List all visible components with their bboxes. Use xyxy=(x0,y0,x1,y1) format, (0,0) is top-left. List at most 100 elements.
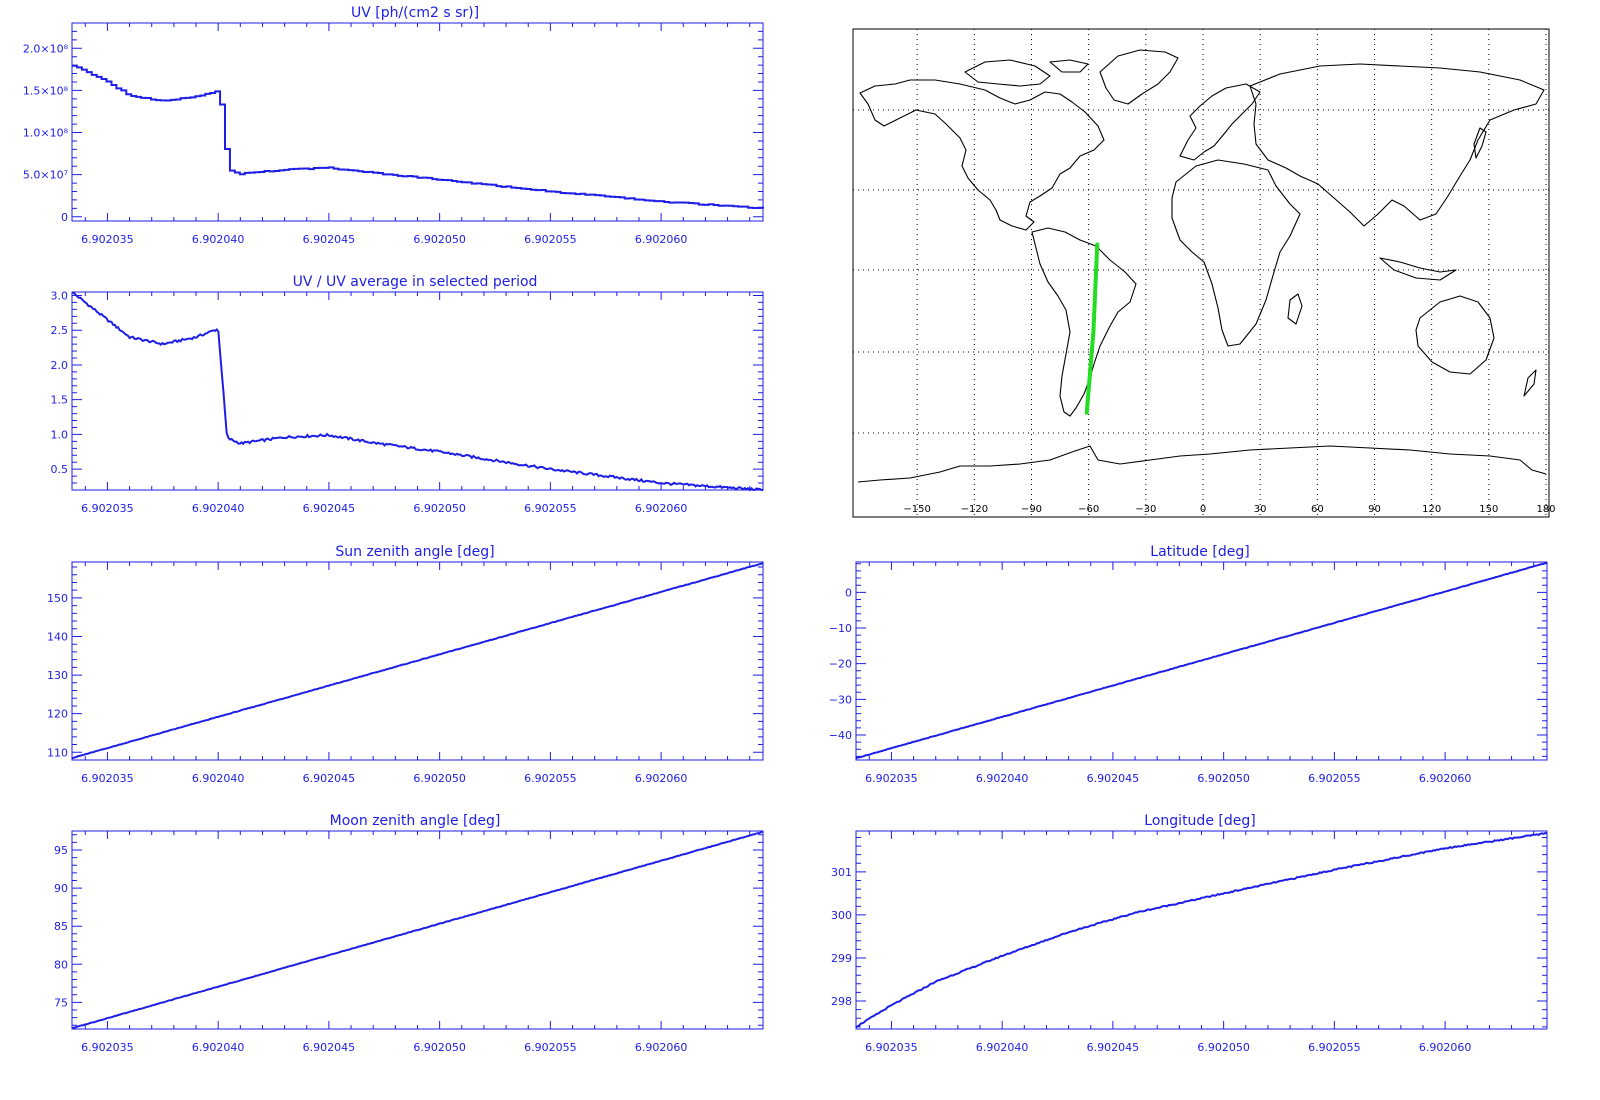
longitude-x-tick-label: 6.902045 xyxy=(1087,1041,1140,1054)
longitude-series-line xyxy=(855,831,1548,1029)
uv-x-tick-label: 6.902050 xyxy=(413,233,466,246)
japan-coast xyxy=(1473,127,1487,159)
greenland-coast xyxy=(1099,49,1179,105)
uv-ratio-panel: UV / UV average in selected period 6.902… xyxy=(51,274,764,515)
moon-zenith-x-tick-label: 6.902060 xyxy=(635,1041,688,1054)
indonesia-coast xyxy=(1379,257,1457,281)
sun-zenith-x-tick-label: 6.902045 xyxy=(303,772,356,785)
longitude-y-tick-label: 301 xyxy=(831,866,852,879)
madagascar-coast xyxy=(1287,293,1303,325)
map-lon-label: 60 xyxy=(1311,504,1324,515)
uv-ratio-x-tick-label: 6.902055 xyxy=(524,502,577,515)
map-lon-label: 180 xyxy=(1536,504,1555,515)
uv-ratio-y-tick-labels: 0.5 1.0 1.5 2.0 2.5 3.0 xyxy=(51,289,69,476)
north-america-coast xyxy=(859,79,1105,231)
latitude-y-tick-labels: −40 −30 −20 −10 0 xyxy=(829,586,852,742)
latitude-x-tick-label: 6.902035 xyxy=(865,772,918,785)
uv-x-tick-labels: 6.902035 6.902040 6.902045 6.902050 6.90… xyxy=(81,233,687,246)
latitude-y-tick-label: −20 xyxy=(829,658,852,671)
latitude-x-tick-label: 6.902045 xyxy=(1087,772,1140,785)
sun-zenith-series-line xyxy=(71,562,764,760)
asia-coast xyxy=(1249,63,1545,227)
latitude-y-tick-label: −10 xyxy=(829,622,852,635)
uv-radiance-panel: UV [ph/(cm2 s sr)] 6.902035 6.902040 6.9… xyxy=(23,5,764,246)
uv-ratio-plot-frame xyxy=(71,291,764,491)
satellite-ground-track xyxy=(1084,242,1100,415)
moon-zenith-x-tick-label: 6.902055 xyxy=(524,1041,577,1054)
uv-x-tick-label: 6.902055 xyxy=(524,233,577,246)
sun-zenith-y-tick-label: 150 xyxy=(47,592,68,605)
africa-coast xyxy=(1171,159,1301,347)
uv-ratio-y-tick-label: 1.5 xyxy=(51,394,69,407)
map-lon-label: 150 xyxy=(1479,504,1498,515)
uv-ratio-panel-title: UV / UV average in selected period xyxy=(293,274,538,290)
map-lon-label: −30 xyxy=(1135,504,1156,515)
longitude-x-tick-label: 6.902055 xyxy=(1308,1041,1361,1054)
uv-x-tick-label: 6.902060 xyxy=(635,233,688,246)
sun-zenith-panel: Sun zenith angle [deg] 6.902035 6.902040… xyxy=(47,544,764,785)
uv-x-tick-label: 6.902040 xyxy=(192,233,245,246)
moon-zenith-y-tick-label: 95 xyxy=(54,844,68,857)
axis-tick-marks xyxy=(72,562,763,761)
uv-y-tick-label: 2.0×10⁸ xyxy=(23,42,69,55)
longitude-panel-title: Longitude [deg] xyxy=(1144,813,1255,829)
uv-x-tick-label: 6.902035 xyxy=(81,233,134,246)
longitude-panel: Longitude [deg] 6.902035 6.902040 6.9020… xyxy=(831,813,1548,1054)
uv-ratio-series-line xyxy=(71,291,764,492)
axis-ticks xyxy=(72,831,763,1029)
moon-zenith-y-tick-label: 85 xyxy=(54,920,68,933)
moon-zenith-y-tick-labels: 75 80 85 90 95 xyxy=(54,844,68,1009)
sun-zenith-y-tick-label: 140 xyxy=(47,630,68,643)
longitude-y-tick-label: 298 xyxy=(831,995,852,1008)
moon-zenith-y-tick-label: 90 xyxy=(54,882,68,895)
longitude-x-tick-labels: 6.902035 6.902040 6.902045 6.902050 6.90… xyxy=(865,1041,1471,1054)
latitude-series-line xyxy=(855,561,1548,760)
moon-zenith-x-tick-labels: 6.902035 6.902040 6.902045 6.902050 6.90… xyxy=(81,1041,687,1054)
uv-ratio-y-tick-label: 2.0 xyxy=(51,359,69,372)
sun-zenith-x-tick-label: 6.902060 xyxy=(635,772,688,785)
latitude-x-tick-label: 6.902060 xyxy=(1419,772,1472,785)
moon-zenith-x-tick-label: 6.902045 xyxy=(303,1041,356,1054)
map-lon-label: 30 xyxy=(1254,504,1267,515)
sun-zenith-y-tick-labels: 110 120 130 140 150 xyxy=(47,592,68,759)
latitude-x-tick-label: 6.902050 xyxy=(1197,772,1250,785)
axis-tick-marks xyxy=(72,831,763,1029)
uv-plot-frame xyxy=(71,22,764,222)
latitude-x-tick-label: 6.902040 xyxy=(976,772,1029,785)
new-zealand-coast xyxy=(1523,369,1537,397)
axis-ticks xyxy=(856,831,1547,1029)
uv-ratio-x-tick-label: 6.902035 xyxy=(81,502,134,515)
longitude-x-tick-label: 6.902040 xyxy=(976,1041,1029,1054)
uv-ratio-x-tick-label: 6.902050 xyxy=(413,502,466,515)
axis-ticks xyxy=(72,292,763,491)
sun-zenith-y-tick-label: 130 xyxy=(47,669,68,682)
latitude-y-tick-label: 0 xyxy=(845,586,852,599)
axis-ticks xyxy=(856,562,1547,760)
sun-zenith-y-tick-label: 120 xyxy=(47,708,68,721)
uv-y-tick-label: 1.0×10⁸ xyxy=(23,127,69,140)
moon-zenith-series-line xyxy=(71,830,764,1030)
uv-series-line xyxy=(72,64,764,209)
latitude-y-tick-label: −40 xyxy=(829,729,852,742)
moon-zenith-x-tick-label: 6.902035 xyxy=(81,1041,134,1054)
uv-ratio-x-tick-labels: 6.902035 6.902040 6.902045 6.902050 6.90… xyxy=(81,502,687,515)
longitude-plot-frame xyxy=(855,830,1548,1030)
latitude-x-tick-label: 6.902055 xyxy=(1308,772,1361,785)
uv-ratio-y-tick-label: 3.0 xyxy=(51,289,69,302)
sun-zenith-panel-title: Sun zenith angle [deg] xyxy=(335,544,494,560)
uv-ratio-y-tick-label: 0.5 xyxy=(51,463,69,476)
moon-zenith-x-tick-label: 6.902050 xyxy=(413,1041,466,1054)
uv-ratio-x-tick-label: 6.902045 xyxy=(303,502,356,515)
sun-zenith-y-tick-label: 110 xyxy=(47,746,68,759)
uv-ratio-x-tick-label: 6.902060 xyxy=(635,502,688,515)
map-lon-label: −60 xyxy=(1078,504,1099,515)
axis-tick-marks xyxy=(856,562,1547,760)
map-longitude-labels: −150 −120 −90 −60 −30 0 30 60 90 120 150… xyxy=(903,504,1555,515)
map-lon-label: 120 xyxy=(1422,504,1441,515)
axis-ticks xyxy=(72,562,763,761)
sun-zenith-x-tick-labels: 6.902035 6.902040 6.902045 6.902050 6.90… xyxy=(81,772,687,785)
uv-panel-title: UV [ph/(cm2 s sr)] xyxy=(351,5,479,21)
latitude-panel: Latitude [deg] 6.902035 6.902040 6.90204… xyxy=(829,544,1548,785)
uv-ratio-y-tick-label: 1.0 xyxy=(51,428,69,441)
map-lon-label: −90 xyxy=(1021,504,1042,515)
